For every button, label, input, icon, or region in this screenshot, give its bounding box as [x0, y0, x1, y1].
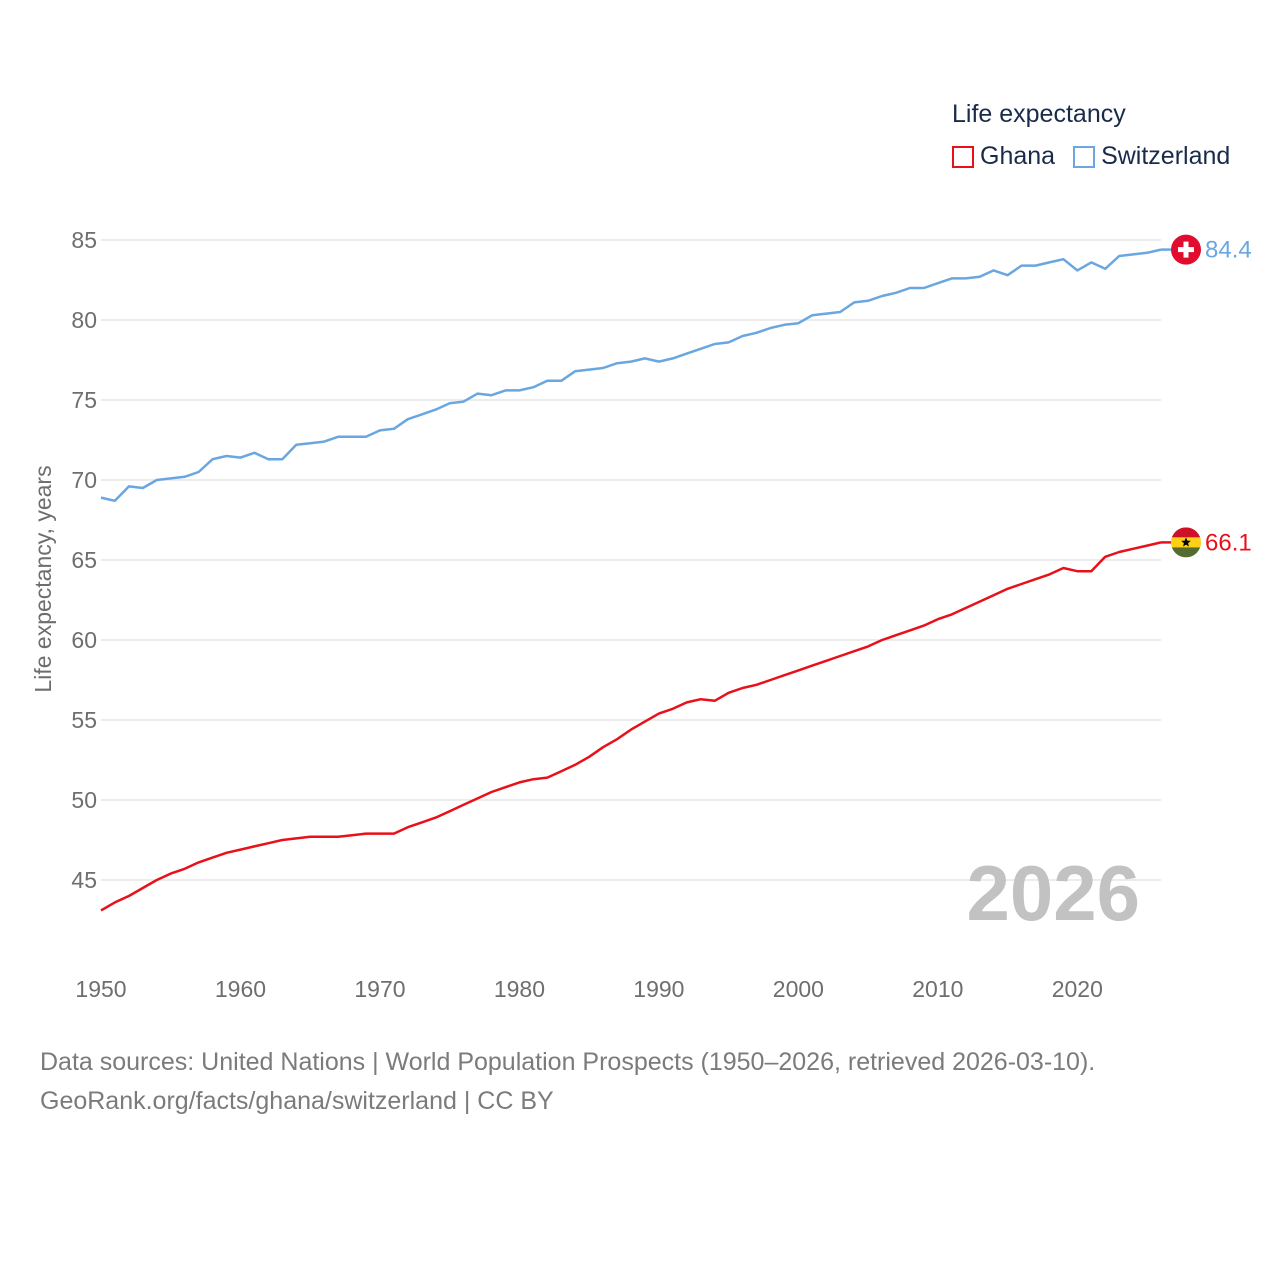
y-tick-label: 65 [71, 547, 97, 573]
x-tick-label: 1980 [494, 976, 545, 1002]
y-axis-ticks: 45 50 55 60 65 70 75 80 85 [71, 227, 97, 893]
source-note: Data sources: United Nations | World Pop… [40, 1043, 1095, 1121]
series-lines [100, 248, 1162, 912]
end-value-switzerland: 84.4 [1205, 237, 1252, 264]
x-tick-label: 2020 [1052, 976, 1103, 1002]
ghana-flag-icon [1171, 527, 1201, 558]
x-tick-label: 1990 [633, 976, 684, 1002]
source-line-2[interactable]: GeoRank.org/facts/ghana/switzerland | CC… [40, 1087, 554, 1115]
x-tick-label: 1960 [215, 976, 266, 1002]
current-year-label: 2026 [966, 849, 1140, 937]
switzerland-flag-icon [1171, 234, 1201, 265]
legend-label-switzerland: Switzerland [1101, 142, 1231, 170]
gridlines [101, 239, 1161, 881]
y-tick-label: 50 [71, 787, 97, 813]
source-line-1: Data sources: United Nations | World Pop… [40, 1048, 1096, 1076]
legend-swatch-ghana [952, 145, 974, 168]
x-axis-ticks: 1950 1960 1970 1980 1990 2000 2010 2020 [75, 976, 1102, 1002]
y-tick-label: 60 [71, 627, 97, 653]
legend-label-ghana: Ghana [980, 142, 1056, 170]
y-tick-label: 70 [71, 467, 97, 493]
series-line-ghana [100, 541, 1162, 912]
x-tick-label: 1950 [75, 976, 126, 1002]
x-tick-label: 2000 [773, 976, 824, 1002]
end-markers: 66.1 84.4 [1161, 234, 1252, 558]
y-tick-label: 75 [71, 387, 97, 413]
legend-item-ghana[interactable]: Ghana [952, 142, 1055, 171]
y-tick-label: 80 [71, 307, 97, 333]
end-value-ghana: 66.1 [1205, 529, 1252, 556]
x-tick-label: 2010 [912, 976, 963, 1002]
legend: Ghana Switzerland [952, 142, 1230, 171]
y-tick-label: 45 [71, 867, 97, 893]
y-tick-label: 55 [71, 707, 97, 733]
legend-swatch-switzerland [1073, 145, 1096, 168]
series-line-switzerland [100, 248, 1162, 503]
x-tick-label: 1970 [354, 976, 405, 1002]
y-tick-label: 85 [71, 227, 97, 253]
legend-item-switzerland[interactable]: Switzerland [1073, 142, 1230, 171]
y-axis-label: Life expectancy, years [30, 465, 56, 692]
legend-title: Life expectancy [952, 100, 1126, 128]
